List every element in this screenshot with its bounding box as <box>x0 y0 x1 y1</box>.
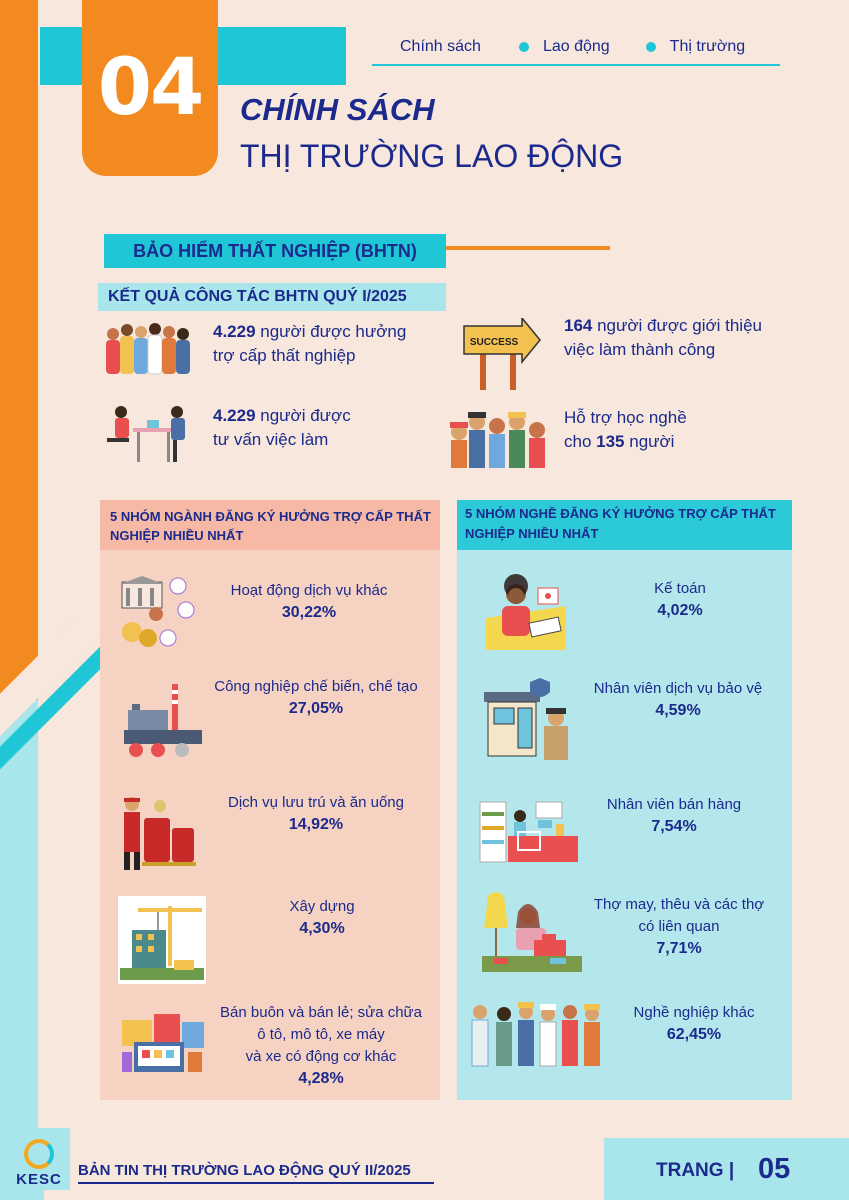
bullet-dot-icon <box>645 42 656 52</box>
kesc-logo-text: KESC <box>16 1171 62 1188</box>
occupation-row: Nhân viên dịch vụ bảo vệ 4,59% <box>593 680 763 719</box>
newsletter-title: BẢN TIN THỊ TRƯỜNG LAO ĐỘNG QUÝ II/2025 <box>78 1162 434 1184</box>
section-number: 04 <box>97 43 205 133</box>
nav-item-labor[interactable]: Lao động <box>518 38 610 56</box>
tailor-icon <box>482 892 582 972</box>
occupation-row: Thợ may, thêu và các thợ có liên quan 7,71… <box>593 896 765 957</box>
nav-item-policy[interactable]: Chính sách <box>400 38 481 55</box>
occupation-row: Nghề nghiệp khác 62,45% <box>633 1004 755 1043</box>
page-title-line2: THỊ TRƯỜNG LAO ĐỘNG <box>240 138 624 174</box>
stat-unemployment-benefit: 4.229 người được hưởng trợ cấp thất nghiệ… <box>213 322 407 365</box>
industry-row: Dịch vụ lưu trú và ăn uống 14,92% <box>228 794 404 833</box>
section-number-box: 04 <box>82 0 218 176</box>
sales-staff-icon <box>479 801 578 863</box>
construction-icon <box>118 896 206 984</box>
kesc-logo-icon <box>24 1139 54 1169</box>
stat-vocational-support: Hỗ trợ học nghề cho 135 người <box>564 408 687 451</box>
occupation-row: Nhân viên bán hàng 7,54% <box>606 796 742 835</box>
footer-strip <box>44 1138 604 1200</box>
industry-row: Hoạt động dịch vụ khác 30,22% <box>230 582 388 621</box>
vocational-workers-icon <box>450 412 545 468</box>
results-label: KẾT QUẢ CÔNG TÁC BHTN QUÝ I/2025 <box>98 283 446 311</box>
security-guard-icon <box>484 678 568 760</box>
accountant-icon <box>486 574 566 650</box>
other-professions-icon <box>471 1002 600 1067</box>
industry-row: Công nghiệp chế biến, chế tạo 27,05% <box>214 678 418 717</box>
page-title-line1: CHÍNH SÁCH <box>240 92 435 127</box>
top-nav: Chính sách Lao động Thị trường <box>372 30 780 66</box>
job-counseling-icon <box>107 406 185 462</box>
industries-panel-header: 5 NHÓM NGÀNH ĐĂNG KÝ HƯỞNG TRỢ CẤP THẤT … <box>100 500 440 550</box>
page-number: 05 <box>758 1153 791 1185</box>
stat-job-counseling: 4.229 người được tư vấn việc làm <box>213 406 351 449</box>
kesc-logo: KESC <box>8 1128 70 1190</box>
industry-row: Bán buôn và bán lẻ; sửa chữa ô tô, mô tô,… <box>220 1004 422 1087</box>
success-sign-icon: SUCCESS <box>463 318 541 390</box>
factory-icon <box>124 684 202 757</box>
bhtn-section-label: BẢO HIỂM THẤT NGHIỆP (BHTN) <box>104 234 446 268</box>
services-icon <box>120 576 195 647</box>
page-label: TRANG | <box>656 1160 735 1181</box>
left-cyan-strip <box>0 700 38 1200</box>
group-people-icon <box>106 323 190 375</box>
occupation-row: Kế toán 4,02% <box>654 580 706 619</box>
occupations-panel-header: 5 NHÓM NGHỀ ĐĂNG KÝ HƯỞNG TRỢ CẤP THẤT N… <box>457 500 792 550</box>
industry-row: Xây dựng 4,30% <box>289 898 355 937</box>
bullet-dot-icon <box>518 42 529 52</box>
nav-item-market[interactable]: Thị trường <box>645 38 745 56</box>
success-sign-text: SUCCESS <box>470 337 519 348</box>
retail-shop-icon <box>122 1014 204 1072</box>
stat-job-placement: 164 người được giới thiệu việc làm thành … <box>564 316 762 359</box>
hotel-luggage-icon <box>124 797 196 870</box>
